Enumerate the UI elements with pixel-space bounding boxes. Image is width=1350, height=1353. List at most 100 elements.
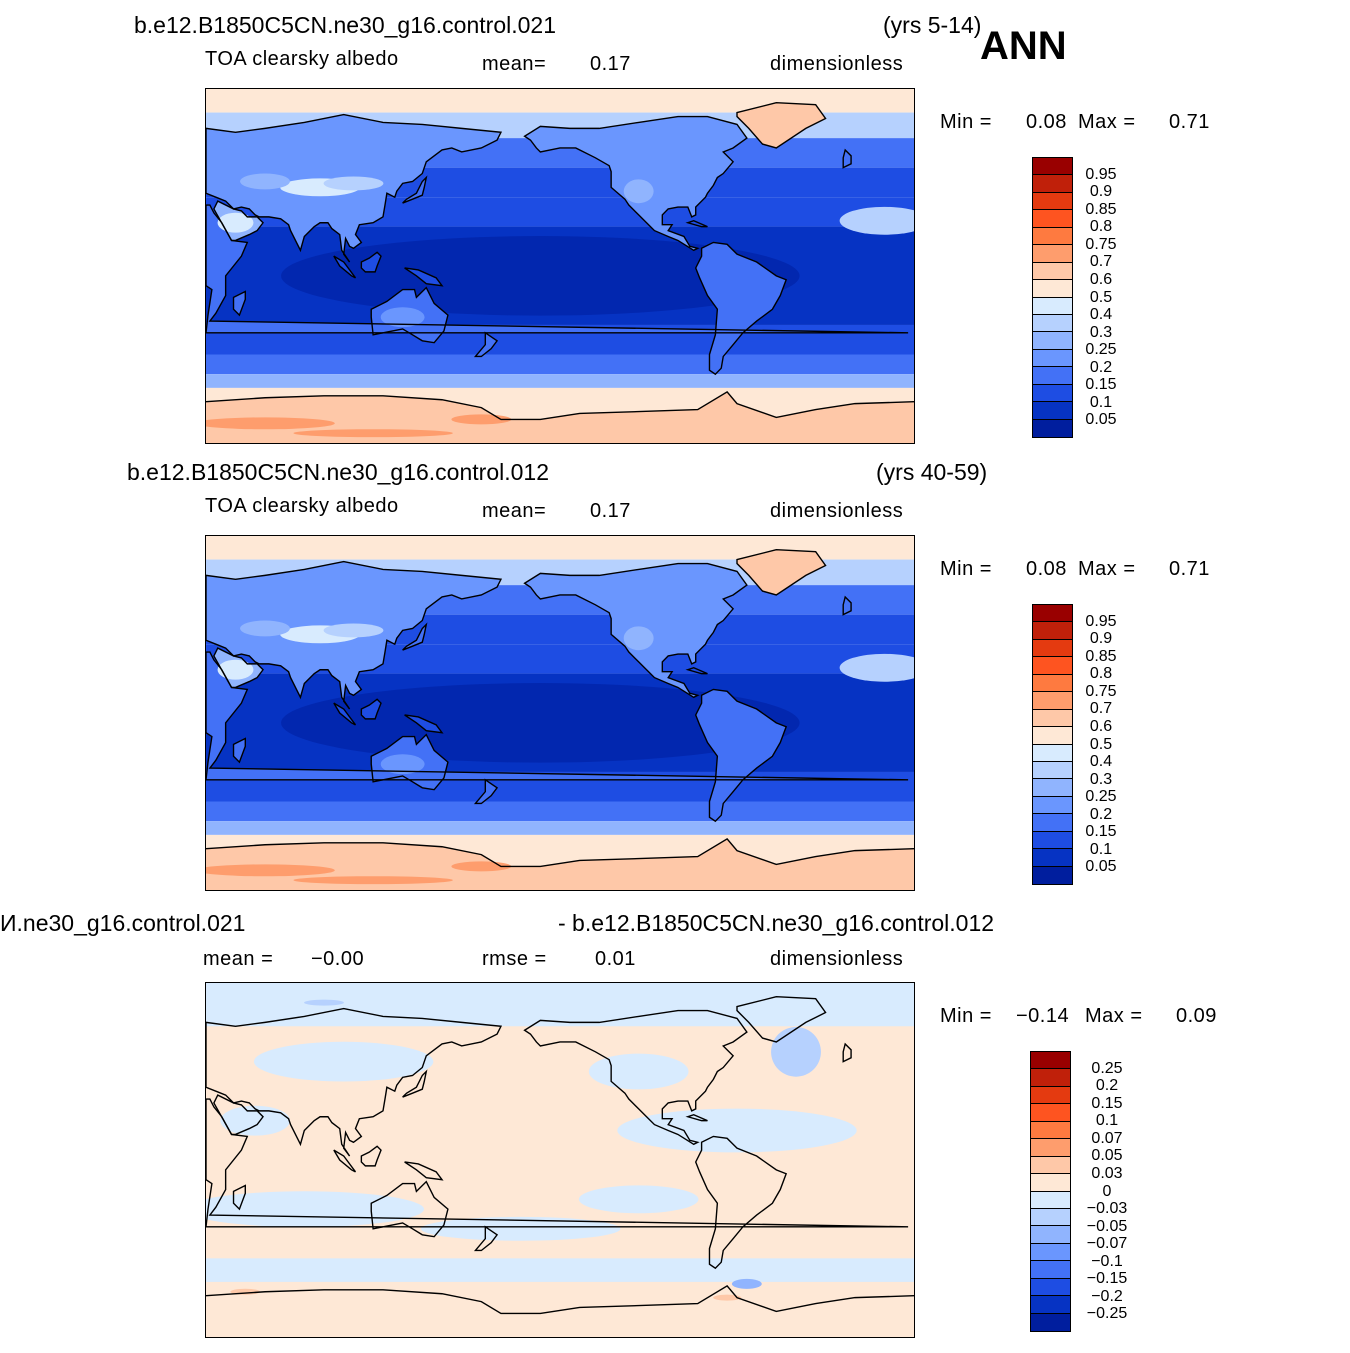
colorbar-swatch [1033,866,1072,884]
colorbar-tick-label: 0.85 [1085,200,1117,218]
min-value: 0.08 [1026,558,1067,580]
colorbar-swatch [1033,779,1072,797]
colorbar-swatch [1031,1086,1070,1105]
colorbar-swatch [1033,402,1072,420]
case-subtitle: - b.e12.B1850C5CN.ne30_g16.control.012 [558,910,995,936]
colorbar-tick-label: 0.15 [1091,1094,1123,1112]
colorbar-swatch [1031,1208,1070,1227]
max-value: 0.71 [1169,558,1210,580]
rmse-label: rmse = [482,948,547,970]
colorbar-tick-label: −0.03 [1086,1200,1128,1218]
colorbar-swatch [1033,831,1072,850]
colorbar-tick-label: 0.05 [1085,411,1117,429]
colorbar-swatch [1033,349,1072,368]
units-label: dimensionless [770,53,904,75]
colorbar-swatch [1033,192,1072,211]
colorbar [1030,1051,1071,1332]
colorbar-tick-label: 0.6 [1089,270,1113,288]
colorbar-tick-label: −0.07 [1086,1235,1128,1253]
colorbar-swatch [1031,1191,1070,1209]
colorbar-tick-label: 0.1 [1095,1112,1119,1130]
colorbar-swatch [1031,1313,1070,1331]
colorbar-tick-label: 0.2 [1089,358,1113,376]
colorbar-tick-label: 0.25 [1091,1059,1123,1077]
colorbar-tick-label: −0.1 [1091,1252,1123,1270]
mean-value: 0.17 [590,500,631,522]
colorbar-swatch [1033,814,1072,832]
colorbar-swatch [1033,297,1072,315]
colorbar-swatch [1033,314,1072,333]
colorbar-tick-label: 0.75 [1085,682,1117,700]
colorbar-swatch [1031,1139,1070,1157]
units-label: dimensionless [770,500,904,522]
colorbar-swatch [1033,332,1072,350]
colorbar-swatch [1031,1104,1070,1122]
units-label: dimensionless [770,948,904,970]
years-label: (yrs 40-59) [876,459,988,485]
map-plot [205,535,915,891]
colorbar-tick-label: 0.4 [1089,306,1113,324]
colorbar-swatch [1033,384,1072,403]
colorbar-swatch [1033,158,1072,176]
colorbar-swatch [1033,280,1072,298]
colorbar-swatch [1033,796,1072,815]
case-title: b.e12.B1850C5CN.ne30_g16.control.021 [134,12,556,38]
colorbar-tick-label: −0.05 [1086,1217,1128,1235]
colorbar-swatch [1033,849,1072,867]
colorbar-swatch [1031,1296,1070,1314]
colorbar-tick-label: 0.2 [1095,1077,1119,1095]
colorbar-swatch [1033,674,1072,693]
max-value: 0.09 [1176,1005,1217,1027]
colorbar-tick-label: −0.25 [1086,1305,1128,1323]
colorbar-tick-label: 0.25 [1085,341,1117,359]
colorbar-tick-label: 0.75 [1085,235,1117,253]
colorbar-swatch [1033,692,1072,710]
season-label: ANN [980,24,1067,68]
colorbar-swatch [1033,639,1072,658]
colorbar-swatch [1031,1261,1070,1279]
years-label: (yrs 5-14) [883,12,982,38]
mean-label: mean= [482,53,547,75]
mean-value: −0.00 [311,948,365,970]
colorbar-tick-label: 0.9 [1089,183,1113,201]
colorbar-tick-label: 0.03 [1091,1164,1123,1182]
colorbar-swatch [1033,727,1072,745]
colorbar [1032,157,1073,438]
colorbar-swatch [1031,1243,1070,1262]
colorbar-swatch [1033,419,1072,437]
colorbar-tick-label: 0.5 [1089,735,1113,753]
colorbar-tick-label: 0.9 [1089,630,1113,648]
colorbar-tick-label: 0.07 [1091,1129,1123,1147]
colorbar-swatch [1031,1052,1070,1070]
colorbar-tick-label: 0.95 [1085,612,1117,630]
rmse-value: 0.01 [595,948,636,970]
colorbar-swatch [1031,1174,1070,1192]
mean-value: 0.17 [590,53,631,75]
map-svg [206,89,914,443]
colorbar-swatch [1031,1069,1070,1087]
variable-label: TOA clearsky albedo [205,48,399,70]
map-svg [206,983,914,1337]
colorbar-swatch [1033,761,1072,780]
map-plot [205,88,915,444]
colorbar-swatch [1033,245,1072,263]
colorbar-swatch [1033,605,1072,623]
max-label: Max = [1078,111,1136,133]
colorbar-tick-label: 0.85 [1085,647,1117,665]
variable-label: TOA clearsky albedo [205,495,399,517]
colorbar-tick-label: 0.1 [1089,840,1113,858]
mean-label: mean = [203,948,274,970]
colorbar-tick-label: 0.25 [1085,788,1117,806]
min-value: −0.14 [1016,1005,1070,1027]
mean-label: mean= [482,500,547,522]
min-label: Min = [940,1005,992,1027]
colorbar-tick-label: 0 [1102,1182,1112,1200]
colorbar-swatch [1031,1226,1070,1244]
case-title: И.ne30_g16.control.021 [0,910,246,936]
colorbar-tick-label: 0.2 [1089,805,1113,823]
colorbar-tick-label: 0.8 [1089,218,1113,236]
min-label: Min = [940,558,992,580]
case-title: b.e12.B1850C5CN.ne30_g16.control.012 [127,459,549,485]
colorbar-tick-label: 0.7 [1089,700,1113,718]
colorbar-tick-label: −0.15 [1086,1270,1128,1288]
